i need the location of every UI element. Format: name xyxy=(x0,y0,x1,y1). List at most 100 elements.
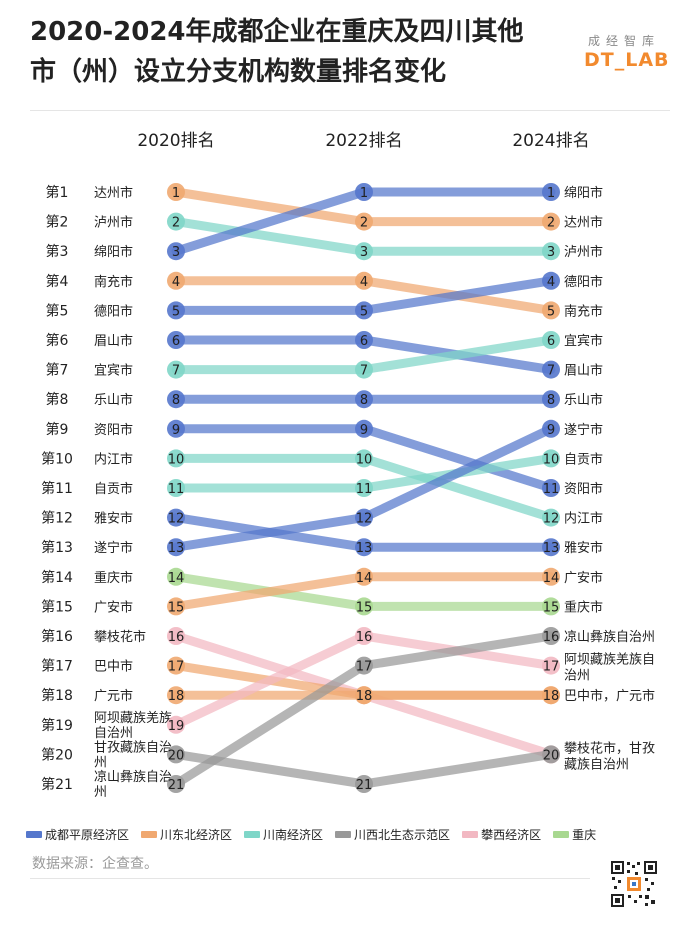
legend-item-3: 川南经济区 xyxy=(244,826,323,843)
label-2020-12: 雅安市 xyxy=(94,511,133,527)
rank-label-7: 第7 xyxy=(46,362,69,379)
point-label-16-1: 16 xyxy=(168,630,185,645)
series-point-8-2 xyxy=(355,390,373,409)
legend: 成都平原经济区 川东北经济区 川南经济区 川西北生态示范区 攀西经济区 重庆 xyxy=(26,826,596,843)
point-label-19-2: 16 xyxy=(356,630,373,645)
rank-label-8: 第8 xyxy=(46,391,69,408)
point-label-11-2: 11 xyxy=(356,482,373,497)
label-2024-11: 资阳市 xyxy=(564,481,603,497)
point-label-3-1: 3 xyxy=(172,245,180,260)
series-point-3-1 xyxy=(167,242,185,261)
label-2024-9: 遂宁市 xyxy=(564,422,603,438)
label-2020-2: 泸州市 xyxy=(94,215,133,231)
rank-label-13: 第13 xyxy=(41,539,73,556)
point-label-12-1: 12 xyxy=(168,512,185,527)
point-label-5-2: 5 xyxy=(360,304,368,319)
legend-label: 重庆 xyxy=(572,828,597,842)
rank-label-3: 第3 xyxy=(46,243,69,260)
rank-label-9: 第9 xyxy=(46,421,69,438)
point-label-19-3: 17 xyxy=(543,660,560,675)
series-point-20-2 xyxy=(355,775,373,793)
label-2020-4: 南充市 xyxy=(94,274,133,290)
label-2020-1: 达州市 xyxy=(94,185,133,201)
series-point-2-3 xyxy=(542,242,560,261)
legend-swatch xyxy=(335,831,352,838)
point-label-7-2: 7 xyxy=(360,364,368,379)
point-label-21-2: 17 xyxy=(356,660,373,675)
rank-label-1: 第1 xyxy=(46,184,69,201)
label-2024-20: 攀枝花市，甘孜藏族自治州 xyxy=(564,740,655,772)
point-label-9-1: 9 xyxy=(172,423,180,438)
series-point-20-1 xyxy=(167,745,185,764)
series-point-7-2 xyxy=(355,360,373,379)
column-header-3: 2024排名 xyxy=(512,131,589,151)
point-label-15-2: 14 xyxy=(356,571,373,586)
label-2024-2: 达州市 xyxy=(564,215,603,231)
label-2024-5: 南充市 xyxy=(564,303,603,319)
point-label-18-1: 18 xyxy=(168,689,185,704)
point-label-20-1: 20 xyxy=(168,748,185,763)
rank-label-20: 第20 xyxy=(41,746,73,763)
point-label-9-2: 9 xyxy=(360,423,368,438)
label-2020-18: 广元市 xyxy=(94,688,133,704)
point-label-21-1: 21 xyxy=(168,778,185,793)
series-point-9-2 xyxy=(355,419,373,438)
series-point-7-1 xyxy=(167,360,185,379)
point-label-11-3: 10 xyxy=(543,452,560,467)
data-source: 数据来源：企查查。 xyxy=(32,856,158,872)
label-2020-9: 资阳市 xyxy=(94,422,133,438)
series-point-21-3 xyxy=(542,627,560,645)
series-point-4-2 xyxy=(355,271,373,290)
series-point-3-2 xyxy=(355,183,373,201)
brand-logo-text: DT_LAB xyxy=(584,49,670,71)
legend-item-5: 攀西经济区 xyxy=(462,826,541,843)
label-2024-16: 凉山彝族自治州 xyxy=(564,629,655,645)
series-point-18-1 xyxy=(167,686,185,705)
label-2020-21: 凉山彝族自治州 xyxy=(94,769,172,800)
label-2024-6: 宜宾市 xyxy=(564,333,603,349)
series-point-14-3 xyxy=(542,597,560,616)
series-point-6-3 xyxy=(542,360,560,379)
series-point-4-1 xyxy=(167,271,185,290)
label-2020-17: 巴中市 xyxy=(94,659,133,675)
chart-title-line1: 2020-2024年成都企业在重庆及四川其他 xyxy=(30,17,524,47)
legend-swatch xyxy=(462,831,479,838)
point-label-2-2: 3 xyxy=(360,245,368,260)
point-label-13-2: 12 xyxy=(356,512,373,527)
series-point-3-3 xyxy=(542,183,560,201)
series-point-10-3 xyxy=(542,508,560,527)
top-divider xyxy=(30,110,670,111)
series-point-9-1 xyxy=(167,419,185,438)
series-point-5-2 xyxy=(355,301,373,320)
point-label-8-2: 8 xyxy=(360,393,368,408)
series-point-13-1 xyxy=(167,538,185,557)
point-label-15-1: 15 xyxy=(168,600,185,615)
legend-label: 攀西经济区 xyxy=(481,828,542,842)
series-point-5-1 xyxy=(167,301,185,320)
series-point-17-1 xyxy=(167,656,185,675)
label-2020-5: 德阳市 xyxy=(94,303,133,319)
rank-label-2: 第2 xyxy=(46,214,69,231)
point-label-4-1: 4 xyxy=(172,275,180,290)
label-2020-3: 绵阳市 xyxy=(94,244,133,260)
series-point-15-3 xyxy=(542,567,560,586)
rank-label-14: 第14 xyxy=(41,569,73,586)
series-point-5-3 xyxy=(542,271,560,290)
brand-name: 成经智库 xyxy=(588,34,661,48)
series-point-12-3 xyxy=(542,538,560,557)
series-point-14-1 xyxy=(167,567,185,586)
bottom-divider xyxy=(30,878,590,879)
point-label-10-3: 12 xyxy=(543,512,560,527)
point-label-18-2: 18 xyxy=(356,689,373,704)
series-point-12-2 xyxy=(355,538,373,557)
point-label-5-3: 4 xyxy=(547,275,555,290)
point-label-2-1: 2 xyxy=(172,216,180,231)
label-2024-13: 雅安市 xyxy=(564,540,603,556)
series-point-11-2 xyxy=(355,479,373,497)
series-point-10-1 xyxy=(167,449,185,468)
rank-label-6: 第6 xyxy=(46,332,69,349)
point-label-10-2: 10 xyxy=(356,452,373,467)
legend-swatch xyxy=(553,831,570,838)
point-label-11-1: 11 xyxy=(168,482,185,497)
